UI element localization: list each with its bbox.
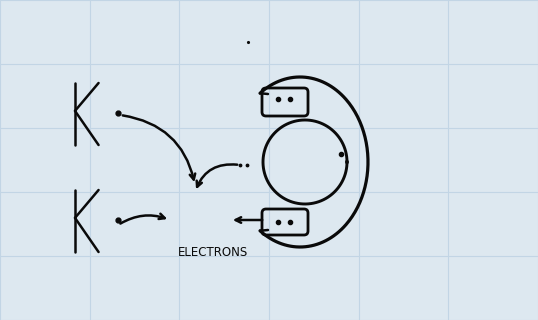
Text: ELECTRONS: ELECTRONS: [178, 246, 248, 260]
